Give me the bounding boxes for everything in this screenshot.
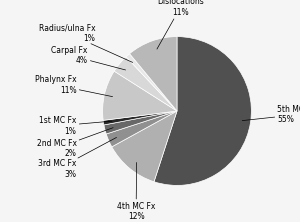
- Text: Carpal Fx
4%: Carpal Fx 4%: [51, 46, 126, 70]
- Text: Phalynx Fx
11%: Phalynx Fx 11%: [35, 75, 112, 97]
- Text: Dislocations
11%: Dislocations 11%: [157, 0, 204, 49]
- Wedge shape: [154, 37, 251, 185]
- Text: 2nd MC Fx
2%: 2nd MC Fx 2%: [37, 128, 113, 158]
- Text: 4th MC Fx
12%: 4th MC Fx 12%: [117, 163, 155, 221]
- Text: 1st MC Fx
1%: 1st MC Fx 1%: [39, 116, 112, 136]
- Wedge shape: [103, 71, 177, 120]
- Wedge shape: [112, 111, 177, 182]
- Text: 3rd MC Fx
3%: 3rd MC Fx 3%: [38, 137, 116, 179]
- Text: Radius/ulna Fx
1%: Radius/ulna Fx 1%: [38, 23, 133, 62]
- Wedge shape: [130, 37, 177, 111]
- Wedge shape: [106, 111, 177, 147]
- Wedge shape: [114, 57, 177, 111]
- Text: 5th MC Fx
55%: 5th MC Fx 55%: [242, 105, 300, 124]
- Wedge shape: [104, 111, 177, 134]
- Wedge shape: [103, 111, 177, 125]
- Wedge shape: [126, 54, 177, 111]
